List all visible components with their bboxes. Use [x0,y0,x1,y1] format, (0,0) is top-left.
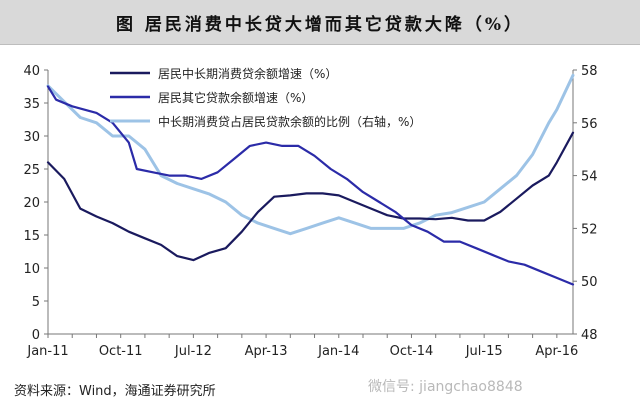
title-bar: 图 居民消费中长贷大增而其它贷款大降（%） [0,0,640,45]
y-left-tick-label: 10 [23,262,40,277]
y-left-tick-label: 25 [23,163,40,178]
y-left-tick-label: 40 [23,64,40,79]
y-right-tick-label: 52 [581,222,598,237]
y-left-tick-label: 15 [23,229,40,244]
y-left-tick-label: 20 [23,196,40,211]
y-right-tick-label: 56 [581,117,598,132]
y-right-tick-label: 54 [581,170,598,185]
line-chart: 0 5 10 15 20 25 30 35 40 48 50 52 54 56 58 Jan-11 Oct-11… [23,64,597,359]
source-note: 资料来源：Wind，海通证券研究所 [14,384,216,399]
chart-axes: 0 5 10 15 20 25 30 35 40 48 50 52 54 56 58 Jan-11 Oct-11… [23,64,597,359]
x-tick-label: Jul-12 [174,344,212,359]
x-tick-label: Apr-13 [245,344,288,359]
wechat-watermark: 微信号: jiangchao8848 [368,379,523,395]
y-right-tick-label: 48 [581,328,598,343]
y-left-tick-label: 30 [23,130,40,145]
series-line-1 [46,131,575,262]
x-tick-label: Oct-14 [390,344,434,359]
x-tick-label: Jan-14 [317,344,359,359]
x-tick-label: Oct-11 [99,344,143,359]
y-left-tick-label: 0 [32,328,40,343]
y-right-tick-label: 50 [581,275,598,290]
chart-title: 图 居民消费中长贷大增而其它贷款大降（%） [115,15,525,35]
series-line-2 [46,85,575,286]
x-tick-label: Jul-15 [465,344,503,359]
legend-label-1: 居民中长期消费贷余额增速（%） [158,66,337,81]
series-line-3 [46,73,575,236]
x-tick-label: Jan-11 [26,344,68,359]
chart-legend: 居民中长期消费贷余额增速（%） 居民其它贷款余额增速（%） 中长期消费贷占居民贷款余… [110,66,421,129]
y-right-tick-label: 58 [581,64,598,79]
legend-label-2: 居民其它贷款余额增速（%） [158,90,313,105]
y-left-tick-label: 35 [23,97,40,112]
y-left-tick-label: 5 [32,295,40,310]
legend-label-3: 中长期消费贷占居民贷款余额的比例（右轴，%） [158,114,421,129]
x-tick-label: Apr-16 [535,344,578,359]
chart-lines [46,73,575,286]
